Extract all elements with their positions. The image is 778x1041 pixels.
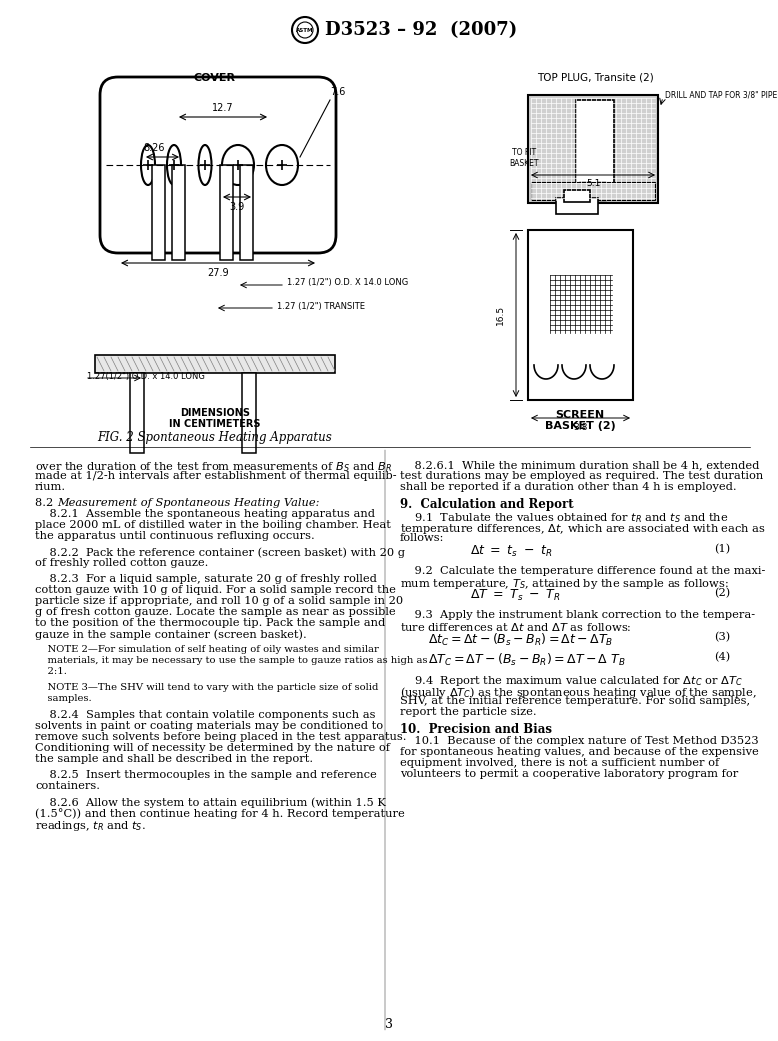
Text: 1.27 (1/2") TRANSITE: 1.27 (1/2") TRANSITE — [277, 302, 365, 310]
Text: $\Delta T_C = \Delta T - (B_s - B_R) = \Delta T - \Delta\ T_B$: $\Delta T_C = \Delta T - (B_s - B_R) = \… — [428, 652, 626, 668]
Bar — [556, 198, 598, 214]
Text: 9.1  Tabulate the values obtained for $t_R$ and $t_S$ and the: 9.1 Tabulate the values obtained for $t_… — [400, 511, 728, 525]
Text: 8.2.3  For a liquid sample, saturate 20 g of freshly rolled: 8.2.3 For a liquid sample, saturate 20 g… — [35, 574, 377, 584]
Text: temperature differences, $\Delta t$, which are associated with each as: temperature differences, $\Delta t$, whi… — [400, 522, 766, 536]
Text: g of fresh cotton gauze. Locate the sample as near as possible: g of fresh cotton gauze. Locate the samp… — [35, 607, 396, 617]
Text: equipment involved, there is not a sufficient number of: equipment involved, there is not a suffi… — [400, 758, 719, 768]
Text: remove such solvents before being placed in the test apparatus.: remove such solvents before being placed… — [35, 732, 406, 742]
Bar — [528, 95, 658, 203]
Text: ASTM: ASTM — [296, 27, 314, 32]
Bar — [579, 182, 589, 200]
Text: (1): (1) — [713, 544, 730, 554]
Text: over the duration of the test from measurements of $B_S$ and $B_R$: over the duration of the test from measu… — [35, 460, 392, 474]
Text: 8.2.4  Samples that contain volatile components such as: 8.2.4 Samples that contain volatile comp… — [35, 710, 376, 720]
Text: particle size if appropriate, and roll 10 g of a solid sample in 20: particle size if appropriate, and roll 1… — [35, 596, 403, 606]
Bar — [531, 182, 655, 200]
Text: 9.4  Report the maximum value calculated for $\Delta t_C$ or $\Delta T_C$: 9.4 Report the maximum value calculated … — [400, 674, 743, 688]
Text: 3.9: 3.9 — [230, 202, 244, 212]
Text: 27.9: 27.9 — [207, 268, 229, 278]
Text: 3: 3 — [385, 1018, 393, 1032]
Text: 9.  Calculation and Report: 9. Calculation and Report — [400, 498, 573, 511]
Text: materials, it may be necessary to use the sample to gauze ratios as high as: materials, it may be necessary to use th… — [35, 656, 427, 665]
Text: (3): (3) — [713, 632, 730, 642]
Text: report the particle size.: report the particle size. — [400, 707, 537, 717]
Text: $\Delta t\ =\ t_s\ -\ t_R$: $\Delta t\ =\ t_s\ -\ t_R$ — [470, 544, 552, 559]
Text: the sample and shall be described in the report.: the sample and shall be described in the… — [35, 754, 313, 764]
Text: 5.1: 5.1 — [586, 178, 600, 187]
Text: of freshly rolled cotton gauze.: of freshly rolled cotton gauze. — [35, 558, 209, 568]
Text: follows:: follows: — [400, 533, 444, 543]
Text: Conditioning will of necessity be determined by the nature of: Conditioning will of necessity be determ… — [35, 743, 390, 753]
Text: 10.  Precision and Bias: 10. Precision and Bias — [400, 723, 552, 736]
Text: 10.1  Because of the complex nature of Test Method D3523: 10.1 Because of the complex nature of Te… — [400, 736, 759, 746]
Text: 8.2.2  Pack the reference container (screen basket) with 20 g: 8.2.2 Pack the reference container (scre… — [35, 547, 405, 558]
Text: 8.2.6  Allow the system to attain equilibrium (within 1.5 K: 8.2.6 Allow the system to attain equilib… — [35, 797, 386, 808]
Text: (1.5°C)) and then continue heating for 4 h. Record temperature: (1.5°C)) and then continue heating for 4… — [35, 808, 405, 819]
Text: BASKET (2): BASKET (2) — [545, 421, 615, 431]
Bar — [596, 182, 606, 200]
Text: place 2000 mL of distilled water in the boiling chamber. Heat: place 2000 mL of distilled water in the … — [35, 520, 391, 530]
Text: rium.: rium. — [35, 482, 66, 492]
Bar — [95, 355, 335, 373]
Text: 8.26: 8.26 — [143, 143, 164, 153]
Text: COVER: COVER — [194, 73, 236, 83]
Text: test durations may be employed as required. The test duration: test durations may be employed as requir… — [400, 471, 763, 481]
Text: 12.7: 12.7 — [212, 103, 234, 113]
Text: readings, $t_R$ and $t_S$.: readings, $t_R$ and $t_S$. — [35, 819, 146, 833]
Text: 8.2.1  Assemble the spontaneous heating apparatus and: 8.2.1 Assemble the spontaneous heating a… — [35, 509, 375, 519]
Text: 1.27 (1/2") O.D. X 14.0 LONG: 1.27 (1/2") O.D. X 14.0 LONG — [287, 279, 408, 287]
Text: 7.6: 7.6 — [330, 87, 345, 97]
Bar — [240, 166, 253, 260]
Text: 3.8: 3.8 — [573, 424, 587, 432]
Text: D3523 – 92  (2007): D3523 – 92 (2007) — [325, 21, 517, 39]
Text: SCREEN: SCREEN — [555, 410, 605, 420]
Bar — [242, 373, 256, 453]
Bar — [220, 166, 233, 260]
Bar — [576, 100, 614, 200]
Text: solvents in paint or coating materials may be conditioned to: solvents in paint or coating materials m… — [35, 721, 383, 731]
Text: 1.27(1/2") O.D. x 14.0 LONG: 1.27(1/2") O.D. x 14.0 LONG — [87, 372, 205, 381]
Text: 8.2.5  Insert thermocouples in the sample and reference: 8.2.5 Insert thermocouples in the sample… — [35, 770, 377, 780]
Text: NOTE 3—The SHV will tend to vary with the particle size of solid: NOTE 3—The SHV will tend to vary with th… — [35, 683, 378, 692]
Text: $\Delta T\ =\ T_s\ -\ T_R$: $\Delta T\ =\ T_s\ -\ T_R$ — [470, 588, 560, 603]
Text: SHV, at the initial reference temperature. For solid samples,: SHV, at the initial reference temperatur… — [400, 696, 750, 706]
Bar — [564, 191, 590, 202]
Text: mum temperature, $T_S$, attained by the sample as follows:: mum temperature, $T_S$, attained by the … — [400, 577, 729, 591]
Text: containers.: containers. — [35, 781, 100, 791]
Bar — [152, 166, 165, 260]
Text: made at 1/2-h intervals after establishment of thermal equilib-: made at 1/2-h intervals after establishm… — [35, 471, 397, 481]
Text: ture differences at $\Delta t$ and $\Delta T$ as follows:: ture differences at $\Delta t$ and $\Del… — [400, 621, 632, 633]
Text: volunteers to permit a cooperative laboratory program for: volunteers to permit a cooperative labor… — [400, 769, 738, 779]
Bar — [130, 373, 144, 453]
Text: 8.2: 8.2 — [35, 498, 61, 508]
Text: cotton gauze with 10 g of liquid. For a solid sample record the: cotton gauze with 10 g of liquid. For a … — [35, 585, 396, 595]
Text: to the position of the thermocouple tip. Pack the sample and: to the position of the thermocouple tip.… — [35, 618, 385, 628]
Text: 2:1.: 2:1. — [35, 667, 67, 676]
Text: 9.3  Apply the instrument blank correction to the tempera-: 9.3 Apply the instrument blank correctio… — [400, 610, 755, 620]
Text: samples.: samples. — [35, 694, 92, 703]
Text: gauze in the sample container (screen basket).: gauze in the sample container (screen ba… — [35, 629, 307, 639]
Text: shall be reported if a duration other than 4 h is employed.: shall be reported if a duration other th… — [400, 482, 737, 492]
Text: NOTE 2—For simulation of self heating of oily wastes and similar: NOTE 2—For simulation of self heating of… — [35, 645, 379, 654]
Text: DIMENSIONS: DIMENSIONS — [180, 408, 250, 418]
Text: TO FIT
BASKET: TO FIT BASKET — [510, 148, 538, 168]
Text: 16.5: 16.5 — [496, 305, 504, 325]
Text: 8.2.6.1  While the minimum duration shall be 4 h, extended: 8.2.6.1 While the minimum duration shall… — [400, 460, 759, 469]
Text: (4): (4) — [713, 652, 730, 662]
Text: Measurement of Spontaneous Heating Value:: Measurement of Spontaneous Heating Value… — [57, 498, 320, 508]
Text: TOP PLUG, Transite (2): TOP PLUG, Transite (2) — [537, 73, 654, 83]
Text: the apparatus until continuous refluxing occurs.: the apparatus until continuous refluxing… — [35, 531, 315, 541]
Bar — [528, 230, 633, 400]
Text: for spontaneous heating values, and because of the expensive: for spontaneous heating values, and beca… — [400, 747, 759, 757]
Text: IN CENTIMETERS: IN CENTIMETERS — [170, 418, 261, 429]
Text: (2): (2) — [713, 588, 730, 599]
Text: DRILL AND TAP FOR 3/8" PIPE: DRILL AND TAP FOR 3/8" PIPE — [665, 91, 777, 100]
Text: (usually $\Delta T_C$) as the spontaneous heating value of the sample,: (usually $\Delta T_C$) as the spontaneou… — [400, 685, 757, 700]
Text: $\Delta t_C = \Delta t - (B_s - B_R) = \Delta t - \Delta T_B$: $\Delta t_C = \Delta t - (B_s - B_R) = \… — [428, 632, 613, 649]
Bar — [172, 166, 185, 260]
Text: 9.2  Calculate the temperature difference found at the maxi-: 9.2 Calculate the temperature difference… — [400, 566, 766, 576]
Text: FIG. 2 Spontaneous Heating Apparatus: FIG. 2 Spontaneous Heating Apparatus — [97, 431, 332, 443]
